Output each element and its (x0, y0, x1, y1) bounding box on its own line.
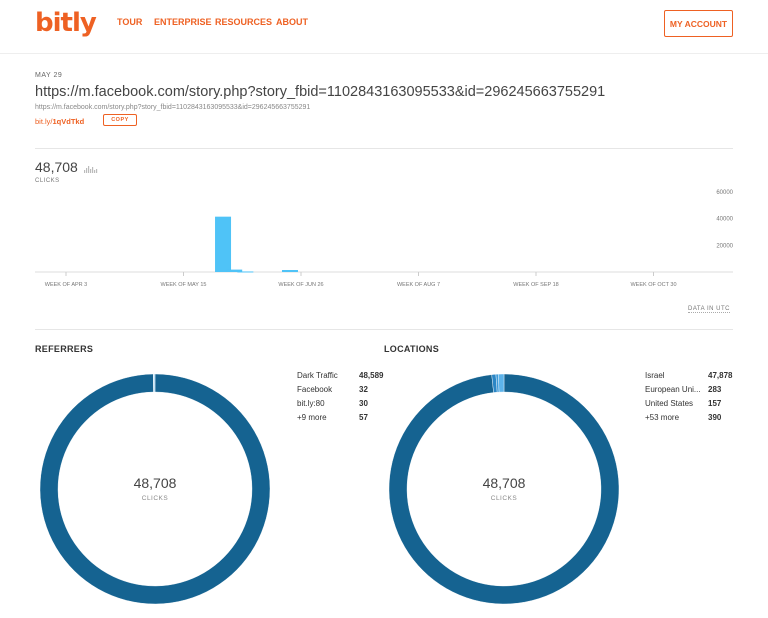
divider (35, 329, 733, 330)
locations-donut-center: 48,708 CLICKS (454, 475, 554, 502)
total-clicks: 48,708 (35, 159, 78, 175)
donut-slice[interactable] (498, 373, 505, 393)
chart-bar[interactable] (215, 216, 232, 272)
legend-row[interactable]: United States 157 (645, 399, 735, 413)
legend-name: Israel (645, 371, 665, 380)
referrers-clicks-label: CLICKS (141, 495, 169, 502)
legend-name: +9 more (297, 413, 327, 422)
chart-bar[interactable] (226, 269, 243, 272)
x-tick-label: WEEK OF AUG 7 (397, 282, 440, 288)
locations-legend: Israel 47,878 European Uni... 283 United S… (645, 371, 735, 427)
y-tick-label: 20000 (716, 243, 733, 249)
x-tick-label: WEEK OF OCT 30 (630, 282, 676, 288)
locations-donut-chart (388, 373, 620, 605)
copy-button[interactable]: COPY (103, 114, 137, 126)
locations-total: 48,708 (482, 475, 526, 491)
link-date: MAY 29 (35, 72, 63, 79)
y-tick-label: 40000 (716, 217, 733, 223)
x-tick-label: WEEK OF APR 3 (45, 282, 87, 288)
legend-name: bit.ly:80 (297, 399, 325, 408)
nav-tour[interactable]: TOUR (117, 17, 143, 27)
legend-name: European Uni... (645, 385, 701, 394)
nav-enterprise[interactable]: ENTERPRISE (154, 17, 212, 27)
legend-name: United States (645, 399, 694, 408)
legend-value: 47,878 (708, 371, 733, 380)
donut-slice[interactable] (39, 373, 271, 605)
my-account-button[interactable]: MY ACCOUNT (664, 10, 733, 37)
legend-value: 390 (708, 413, 722, 422)
y-tick-label: 60000 (716, 190, 733, 196)
referrers-total: 48,708 (133, 475, 177, 491)
legend-value: 283 (708, 385, 722, 394)
chart-bar[interactable] (237, 271, 254, 273)
top-navbar: bitly TOUR ENTERPRISE RESOURCES ABOUT MY… (0, 0, 768, 54)
x-tick-label: WEEK OF MAY 15 (161, 282, 207, 288)
referrers-title: REFERRERS (35, 344, 94, 354)
short-link-prefix: bit.ly/ (35, 117, 53, 126)
total-clicks-label: CLICKS (35, 178, 60, 184)
locations-title: LOCATIONS (384, 344, 440, 354)
clicks-bar-chart: 60000 40000 20000 WEEK OF APR 3 WEEK OF MAY… (35, 190, 734, 288)
nav-about[interactable]: ABOUT (276, 17, 308, 27)
legend-row[interactable]: Facebook 32 (297, 385, 377, 399)
legend-value: 48,589 (359, 371, 384, 380)
divider (35, 148, 733, 149)
legend-value: 157 (708, 399, 722, 408)
referrers-donut-chart (39, 373, 271, 605)
locations-clicks-label: CLICKS (490, 495, 518, 502)
long-url-title[interactable]: https://m.facebook.com/story.php?story_f… (35, 84, 606, 100)
referrers-donut-center: 48,708 CLICKS (105, 475, 205, 502)
legend-row[interactable]: +53 more 390 (645, 413, 735, 427)
donut-slice[interactable] (153, 373, 156, 393)
donut-slice[interactable] (388, 373, 620, 605)
short-link[interactable]: bit.ly/1qVdTkd (35, 117, 84, 126)
legend-name: Dark Traffic (297, 371, 338, 380)
legend-name: +53 more (645, 413, 680, 422)
bitly-logo[interactable]: bitly (35, 8, 97, 38)
x-tick-label: WEEK OF JUN 26 (278, 282, 323, 288)
short-link-code: 1qVdTkd (52, 117, 85, 126)
legend-value: 30 (359, 399, 368, 408)
legend-value: 32 (359, 385, 368, 394)
legend-row[interactable]: +9 more 57 (297, 413, 377, 427)
x-tick-label: WEEK OF SEP 18 (513, 282, 558, 288)
referrers-legend: Dark Traffic 48,589 Facebook 32 bit.ly:80 3… (297, 371, 383, 427)
legend-row[interactable]: European Uni... 283 (645, 385, 735, 399)
legend-row[interactable]: Dark Traffic 48,589 (297, 371, 383, 385)
long-url-subtitle[interactable]: https://m.facebook.com/story.php?story_f… (35, 104, 311, 111)
chart-bar[interactable] (281, 270, 298, 272)
bar-chart-icon (84, 166, 98, 173)
legend-value: 57 (359, 413, 368, 422)
nav-resources[interactable]: RESOURCES (215, 17, 273, 27)
legend-name: Facebook (297, 385, 333, 394)
legend-row[interactable]: bit.ly:80 30 (297, 399, 377, 413)
legend-row[interactable]: Israel 47,878 (645, 371, 735, 385)
data-in-utc-toggle[interactable]: DATA IN UTC (688, 306, 730, 313)
